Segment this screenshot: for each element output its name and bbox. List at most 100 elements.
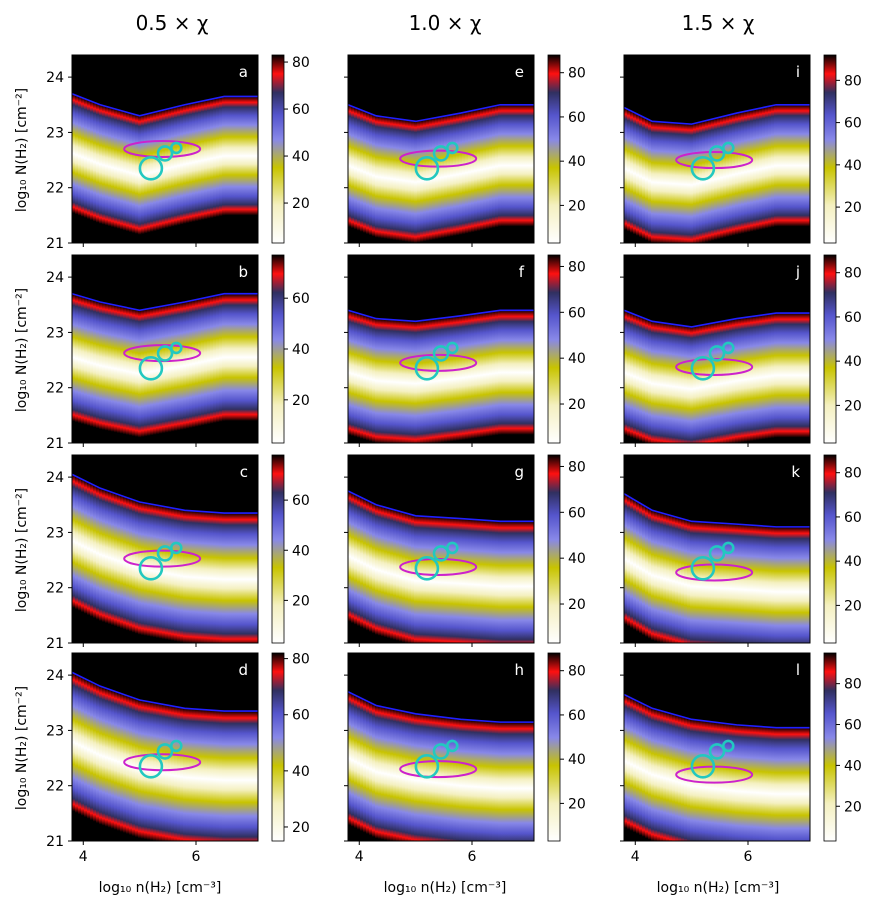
heatmap-strip <box>771 526 775 643</box>
heatmap-strip <box>795 313 799 438</box>
heatmap-strip <box>489 520 493 643</box>
colorbar-tick-label: 60 <box>292 291 310 307</box>
y-tick-label: 22 <box>46 581 64 597</box>
heatmap-strip <box>363 111 367 233</box>
colorbar-tick-label: 40 <box>844 158 862 174</box>
heatmap-strip <box>165 704 169 841</box>
heatmap-strip <box>705 120 709 243</box>
heatmap-strip <box>117 305 121 434</box>
heatmap-strip <box>495 721 499 841</box>
heatmap-strip <box>711 119 715 241</box>
heatmap-strip <box>114 305 118 433</box>
colorbar-tick-label: 60 <box>568 305 586 321</box>
heatmap-strip <box>456 518 460 643</box>
heatmap-strip <box>243 293 247 421</box>
heatmap-strip <box>111 108 115 228</box>
heatmap-strip <box>180 105 184 225</box>
heatmap-strip <box>174 706 178 841</box>
heatmap-strip <box>495 310 499 436</box>
heatmap-strip <box>123 111 127 231</box>
data-circle-marker <box>156 345 174 362</box>
axes-frame <box>71 454 259 644</box>
heatmap-strip <box>207 99 211 219</box>
colorbar-tick-label: 20 <box>568 397 586 413</box>
heatmap-strip <box>204 511 208 643</box>
heatmap-strip <box>414 121 418 243</box>
panel-f: f 20 40 60 80 <box>344 254 586 447</box>
heatmap-strip <box>411 321 415 443</box>
band-edge-line <box>624 693 810 729</box>
heatmap-strip <box>363 699 367 833</box>
heatmap-strip <box>162 704 166 841</box>
panel-label: h <box>514 661 524 679</box>
heatmap-strip <box>753 109 757 231</box>
heatmap-strip <box>744 111 748 233</box>
colorbar-tick-label: 20 <box>292 593 310 609</box>
heatmap-strip <box>399 119 403 241</box>
heatmap-strip <box>366 316 370 441</box>
heatmap-strip <box>225 293 229 421</box>
heatmap-strip <box>132 499 136 633</box>
heatmap-strip <box>384 319 388 443</box>
column-title-1: 0.5 × χ <box>136 11 209 35</box>
heatmap-strip <box>747 725 751 841</box>
heatmap-strip <box>84 297 88 425</box>
data-circle-marker <box>721 341 735 355</box>
heatmap-strip <box>231 513 235 643</box>
y-tick-label: 24 <box>46 70 64 86</box>
heatmap-strip <box>213 295 217 423</box>
heatmap-strip <box>477 109 481 231</box>
colorbar-tick-label: 40 <box>568 154 586 170</box>
heatmap-strip <box>675 123 679 243</box>
heatmap-strip <box>165 506 169 640</box>
heatmap-band <box>348 104 534 243</box>
heatmap-strip <box>147 308 151 436</box>
band-edge-line <box>72 92 258 117</box>
heatmap-strip <box>450 316 454 442</box>
heatmap-strip <box>240 513 244 643</box>
heatmap-strip <box>780 104 784 227</box>
heatmap-strip <box>198 298 202 427</box>
heatmap-strip <box>114 109 118 228</box>
colorbar <box>547 454 561 644</box>
panel-b: b 21 22 23 24 20 40 60 <box>46 254 310 452</box>
heatmap-strip <box>795 727 799 841</box>
heatmap-strip <box>507 310 511 435</box>
colorbar-tick-label: 80 <box>844 677 862 693</box>
heatmap-strip <box>75 95 79 215</box>
heatmap-strip <box>255 293 258 421</box>
heatmap-strip <box>624 108 628 230</box>
heatmap-strip <box>777 727 781 841</box>
heatmap-strip <box>633 499 637 630</box>
heatmap-strip <box>465 518 469 643</box>
colorbar-tick-label: 60 <box>844 116 862 132</box>
heatmap-strip <box>498 310 502 435</box>
heatmap-strip <box>240 96 244 216</box>
heatmap-strip <box>150 702 154 841</box>
colorbar-tick-label: 80 <box>568 259 586 275</box>
colorbar-tick-label: 40 <box>844 758 862 774</box>
heatmap-strip <box>225 96 229 216</box>
heatmap-strip <box>630 498 634 629</box>
data-circle-marker <box>708 345 726 362</box>
heatmap-strip <box>777 313 781 438</box>
heatmap-strip <box>783 526 787 643</box>
heatmap-strip <box>177 707 181 841</box>
heatmap-strip <box>429 715 433 841</box>
data-circle-marker <box>721 541 735 555</box>
heatmap-strip <box>207 511 211 643</box>
heatmap-strip <box>654 121 658 243</box>
heatmap-strip <box>783 313 787 438</box>
heatmap-strip <box>636 315 640 441</box>
heatmap-strip <box>381 706 385 840</box>
heatmap-strip <box>666 323 670 443</box>
panel-label: e <box>515 63 524 81</box>
heatmap-strip <box>528 104 532 227</box>
heatmap-strip <box>660 322 664 443</box>
heatmap-strip <box>435 318 439 443</box>
heatmap-strip <box>219 294 223 422</box>
heatmap-strip <box>771 105 775 228</box>
heatmap-strip <box>189 300 193 428</box>
heatmap-strip <box>198 709 202 841</box>
colorbar-tick-label: 40 <box>844 354 862 370</box>
